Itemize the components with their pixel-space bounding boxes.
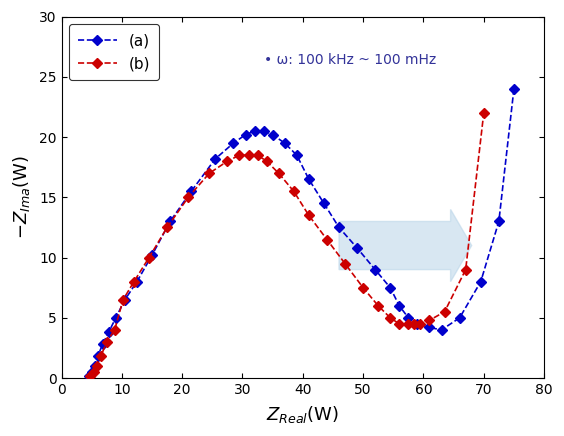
- (b): [275, 170, 282, 176]
- (b): [462, 267, 469, 272]
- (b): [103, 339, 110, 344]
- (a): [242, 132, 249, 137]
- (a): [188, 189, 195, 194]
- (a): [212, 156, 219, 161]
- (b): [426, 318, 433, 323]
- (b): [146, 255, 152, 260]
- Legend: (a), (b): (a), (b): [69, 24, 160, 80]
- (b): [263, 159, 270, 164]
- (b): [164, 225, 170, 230]
- (b): [306, 213, 312, 218]
- (b): [130, 279, 137, 284]
- (a): [354, 245, 360, 251]
- (a): [336, 225, 342, 230]
- (a): [260, 129, 267, 134]
- (a): [121, 297, 128, 303]
- (b): [411, 321, 418, 327]
- (b): [405, 321, 412, 327]
- (b): [375, 303, 382, 308]
- (a): [320, 201, 327, 206]
- (a): [293, 153, 300, 158]
- (b): [245, 153, 252, 158]
- Line: (b): (b): [87, 109, 487, 379]
- (a): [510, 86, 517, 92]
- (a): [89, 369, 95, 375]
- (a): [230, 140, 237, 146]
- (a): [456, 315, 463, 320]
- (a): [414, 321, 421, 327]
- (b): [324, 237, 331, 242]
- Y-axis label: $-Z_{Ima}$(W): $-Z_{Ima}$(W): [11, 155, 32, 239]
- (b): [98, 354, 104, 359]
- (b): [87, 373, 94, 378]
- (b): [254, 153, 261, 158]
- (a): [477, 279, 484, 284]
- (a): [387, 285, 394, 290]
- (a): [372, 267, 378, 272]
- (b): [342, 261, 349, 266]
- (a): [85, 373, 92, 378]
- (b): [481, 110, 487, 116]
- (b): [441, 309, 448, 314]
- (a): [438, 327, 445, 333]
- (a): [91, 364, 98, 369]
- (b): [290, 189, 297, 194]
- (b): [396, 321, 403, 327]
- (b): [206, 170, 213, 176]
- (a): [134, 279, 140, 284]
- (b): [120, 297, 126, 303]
- (b): [93, 364, 100, 369]
- (b): [236, 153, 243, 158]
- (b): [111, 327, 118, 333]
- (b): [417, 321, 424, 327]
- (a): [405, 315, 412, 320]
- Text: • ω: 100 kHz ~ 100 mHz: • ω: 100 kHz ~ 100 mHz: [264, 53, 437, 67]
- (b): [224, 159, 231, 164]
- (a): [306, 177, 312, 182]
- (a): [105, 330, 112, 335]
- (a): [149, 252, 156, 258]
- (b): [90, 369, 97, 375]
- (a): [281, 140, 288, 146]
- (b): [185, 195, 192, 200]
- (b): [387, 315, 394, 320]
- FancyArrow shape: [339, 209, 472, 282]
- (a): [251, 129, 258, 134]
- Line: (a): (a): [85, 85, 517, 379]
- (a): [495, 219, 502, 224]
- (a): [396, 303, 403, 308]
- X-axis label: $Z_{Real}$(W): $Z_{Real}$(W): [266, 404, 340, 425]
- (b): [360, 285, 367, 290]
- (a): [269, 132, 276, 137]
- (a): [99, 342, 106, 347]
- (a): [112, 315, 119, 320]
- (a): [426, 325, 433, 330]
- (a): [167, 219, 174, 224]
- (a): [94, 354, 101, 359]
